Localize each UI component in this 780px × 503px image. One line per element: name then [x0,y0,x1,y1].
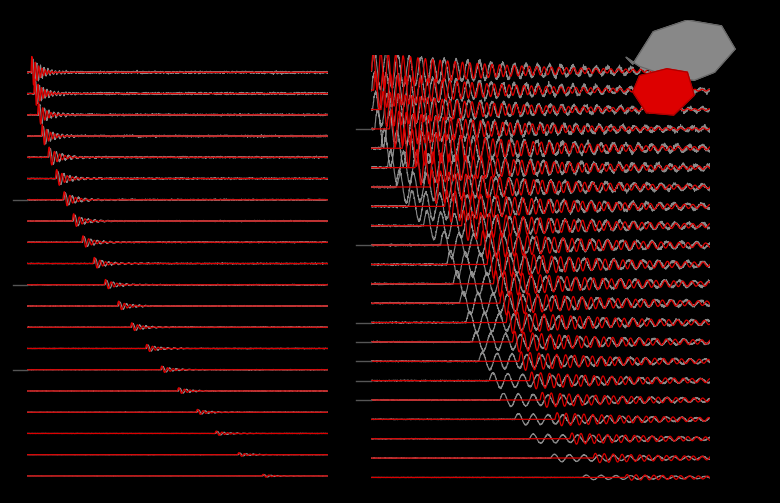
Polygon shape [633,69,694,115]
Polygon shape [626,20,735,80]
